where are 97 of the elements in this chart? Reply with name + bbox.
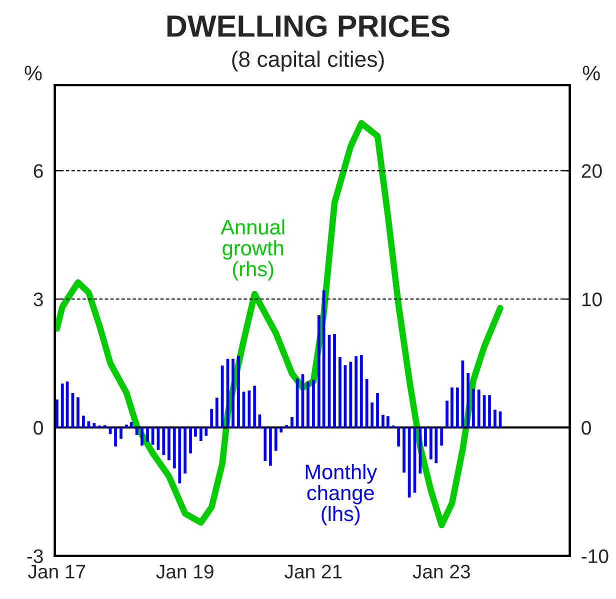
bar — [189, 427, 192, 454]
chart-title: DWELLING PRICES — [167, 15, 450, 37]
x-tick-label: Jan 17 — [28, 564, 86, 578]
bar — [242, 392, 246, 428]
bar — [317, 315, 320, 428]
bar — [92, 422, 96, 428]
y2-axis-title: % — [582, 66, 600, 80]
bar — [146, 427, 149, 442]
x-tick-label: Jan 19 — [156, 564, 214, 578]
bar — [413, 427, 416, 493]
bar — [450, 387, 454, 428]
bar — [440, 427, 444, 446]
bar — [472, 388, 475, 428]
bar — [333, 334, 336, 428]
bar — [306, 381, 310, 428]
bar — [386, 416, 390, 428]
bar — [135, 427, 138, 435]
series-label: Monthly change (lhs) — [306, 464, 378, 526]
bar — [365, 378, 368, 428]
bar — [418, 427, 422, 474]
bar — [456, 387, 459, 428]
bar — [296, 378, 299, 428]
bar — [130, 422, 133, 428]
y2-tick-label: -10 — [582, 549, 608, 564]
x-tick-label: Jan 21 — [284, 564, 342, 578]
bar — [248, 390, 251, 428]
bar — [461, 360, 464, 428]
bar — [312, 380, 315, 428]
bar — [322, 290, 326, 428]
bar — [184, 427, 187, 474]
bar — [477, 390, 480, 428]
bar — [446, 400, 449, 428]
bar — [162, 427, 166, 456]
y-tick-label: 6 — [34, 164, 43, 178]
bar — [382, 414, 384, 428]
bar — [482, 395, 486, 428]
bar — [354, 356, 358, 428]
bar — [429, 427, 432, 460]
bar — [178, 427, 182, 484]
bar — [301, 374, 304, 428]
bar — [210, 408, 214, 428]
bar — [274, 427, 278, 451]
bar — [360, 354, 363, 428]
y2-tick-label: 0 — [582, 420, 591, 435]
bar — [258, 414, 262, 428]
bar — [82, 416, 85, 428]
bar — [285, 425, 288, 428]
bar — [376, 393, 379, 428]
bar — [408, 427, 411, 498]
y2-tick-label: 10 — [582, 292, 602, 306]
x-tick-label: Jan 23 — [412, 564, 470, 578]
bar — [168, 427, 170, 460]
bar — [103, 425, 106, 428]
bar — [434, 427, 438, 464]
bar — [488, 395, 491, 428]
bar — [140, 427, 144, 446]
bar — [268, 427, 272, 466]
bar — [76, 397, 80, 428]
bar — [199, 427, 202, 441]
bar — [370, 402, 374, 428]
bar — [328, 334, 331, 428]
bar — [494, 410, 496, 428]
bar — [280, 427, 283, 432]
bar — [397, 427, 400, 447]
bar — [204, 427, 208, 436]
bar — [220, 366, 224, 428]
y2-tick-label: 20 — [582, 164, 602, 178]
bar — [349, 362, 352, 428]
bar — [237, 356, 240, 428]
y-tick-label: 0 — [34, 420, 43, 435]
bar — [120, 427, 122, 439]
series-label: Annual growth (rhs) — [220, 219, 284, 280]
bar — [232, 358, 234, 428]
y-tick-label: -3 — [27, 549, 43, 564]
bar — [172, 427, 176, 468]
bar — [156, 427, 160, 450]
bar — [498, 411, 502, 428]
bar — [87, 421, 90, 428]
bar — [424, 427, 427, 447]
chart-subtitle: (8 capital cities) — [232, 50, 384, 72]
bar — [338, 357, 342, 428]
bar — [344, 365, 347, 428]
bar — [108, 427, 112, 434]
y-axis-title: % — [24, 66, 42, 80]
bar — [253, 386, 256, 428]
bar — [151, 427, 154, 445]
bar — [290, 416, 294, 428]
bar — [194, 427, 197, 437]
bar — [114, 427, 118, 447]
bar — [215, 398, 218, 428]
y-tick-label: 3 — [34, 292, 43, 306]
bar — [402, 427, 406, 473]
bar — [125, 424, 128, 428]
bar — [466, 372, 470, 428]
bar — [71, 393, 74, 428]
bar — [264, 427, 267, 462]
bar — [226, 358, 230, 428]
